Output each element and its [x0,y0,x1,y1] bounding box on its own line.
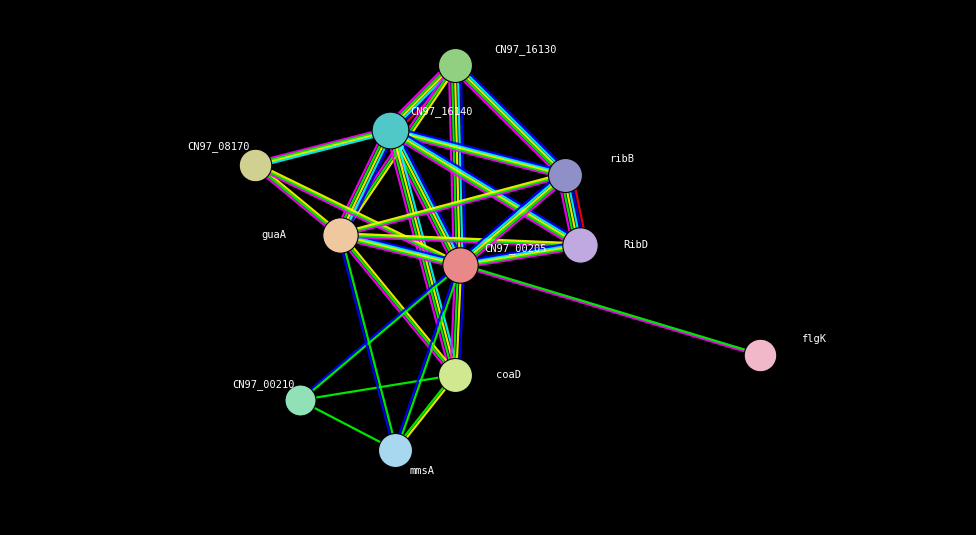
Point [383,126,398,134]
Point [447,61,463,70]
Point [752,351,768,360]
Text: CN97_08170: CN97_08170 [187,141,250,151]
Point [292,396,307,404]
Text: mmsA: mmsA [410,467,435,476]
Text: CN97_16140: CN97_16140 [410,106,472,117]
Point [247,160,263,169]
Text: guaA: guaA [261,230,286,240]
Text: ribB: ribB [609,154,634,164]
Point [557,171,573,179]
Text: CN97_16130: CN97_16130 [494,44,556,55]
Text: flgK: flgK [801,334,827,344]
Text: CN97_00210: CN97_00210 [232,379,295,389]
Text: CN97_00205: CN97_00205 [484,243,547,254]
Text: RibD: RibD [624,240,649,250]
Point [447,371,463,379]
Text: coaD: coaD [496,370,521,380]
Point [452,261,468,269]
Point [572,241,588,249]
Point [332,231,347,239]
Point [387,446,403,454]
